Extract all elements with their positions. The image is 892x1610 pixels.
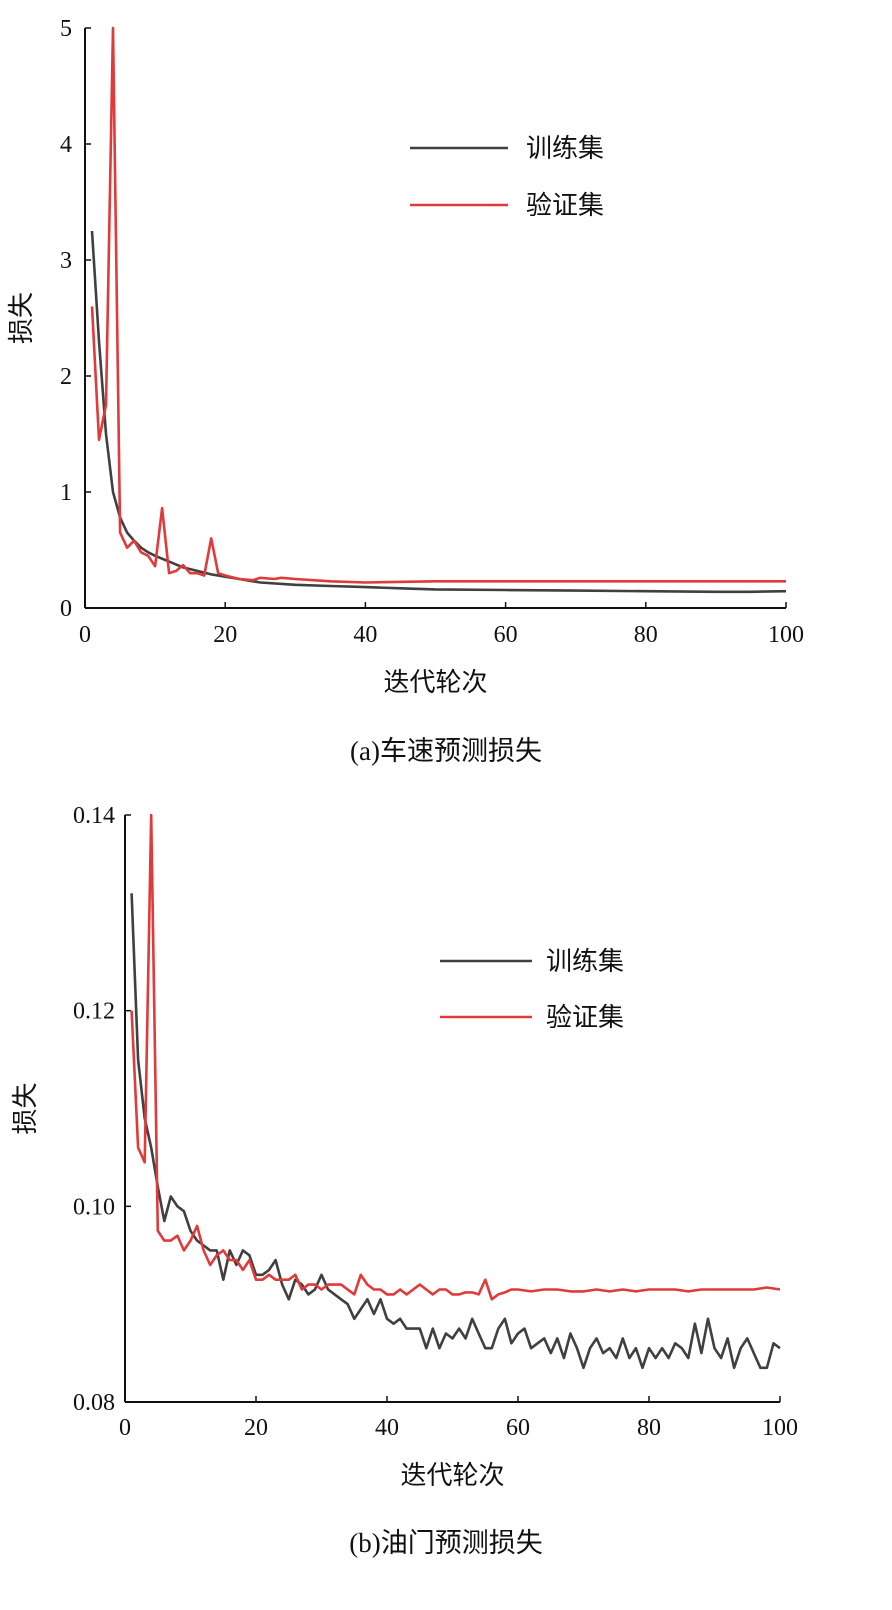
panel-b-y-tick-label: 0.12 bbox=[73, 999, 115, 1025]
panel-a-x-tick-label: 0 bbox=[79, 622, 91, 648]
panel-a-y-axis-title: 损失 bbox=[7, 292, 37, 344]
panel-a-y-tick-label: 5 bbox=[60, 16, 72, 42]
panel-b-throttle-loss-chart: 0.08 0.10 0.12 0.14 0 20 40 60 80 100 迭代轮次 损失 训练集验证集… bbox=[11, 803, 798, 1558]
panel-b-x-tick-label: 40 bbox=[375, 1415, 399, 1441]
panel-b-y-tick-label: 0.14 bbox=[73, 803, 115, 829]
panel-a-series-line-train bbox=[90, 230, 787, 594]
panel-a-x-tick-label: 40 bbox=[353, 622, 377, 648]
panel-b-x-tick-label: 100 bbox=[762, 1415, 798, 1441]
panel-a-caption: (a)车速预测损失 bbox=[350, 736, 542, 766]
panel-a-series-line-validation bbox=[90, 26, 786, 584]
panel-a-x-tick-label: 60 bbox=[494, 622, 518, 648]
panel-a-legend-label-train: 训练集 bbox=[526, 134, 604, 164]
panel-a-y-tick-label: 1 bbox=[60, 480, 72, 506]
panel-a-x-tick-label: 80 bbox=[634, 622, 658, 648]
panel-b-y-tick-label: 0.08 bbox=[73, 1390, 115, 1416]
panel-b-x-tick-label: 60 bbox=[506, 1415, 530, 1441]
panel-b-y-tick-label: 0.10 bbox=[73, 1194, 115, 1220]
panel-b-x-axis-title: 迭代轮次 bbox=[400, 1461, 504, 1491]
panel-a-x-tick-label: 100 bbox=[768, 622, 804, 648]
panel-a-y-tick-label: 2 bbox=[60, 364, 72, 390]
panel-a-y-tick-label: 0 bbox=[60, 596, 72, 622]
panel-b-legend-label-validation: 验证集 bbox=[546, 1003, 624, 1033]
panel-b-caption: (b)油门预测损失 bbox=[349, 1528, 542, 1558]
panel-b-series-line-validation bbox=[130, 813, 781, 1301]
panel-a-y-tick-label: 3 bbox=[60, 248, 72, 274]
panel-b-x-tick-label: 80 bbox=[637, 1415, 661, 1441]
panel-a-legend-label-validation: 验证集 bbox=[526, 191, 604, 221]
panel-b-series-line-train bbox=[130, 893, 781, 1370]
panel-b-y-axis-title: 损失 bbox=[11, 1082, 41, 1134]
panel-b-x-tick-label: 20 bbox=[244, 1415, 268, 1441]
panel-a-y-tick-label: 4 bbox=[60, 132, 72, 158]
panel-a-x-tick-label: 20 bbox=[213, 622, 237, 648]
panel-b-x-tick-label: 0 bbox=[119, 1415, 131, 1441]
panel-b-legend-label-train: 训练集 bbox=[546, 947, 624, 977]
panel-a-x-axis-title: 迭代轮次 bbox=[383, 668, 487, 698]
